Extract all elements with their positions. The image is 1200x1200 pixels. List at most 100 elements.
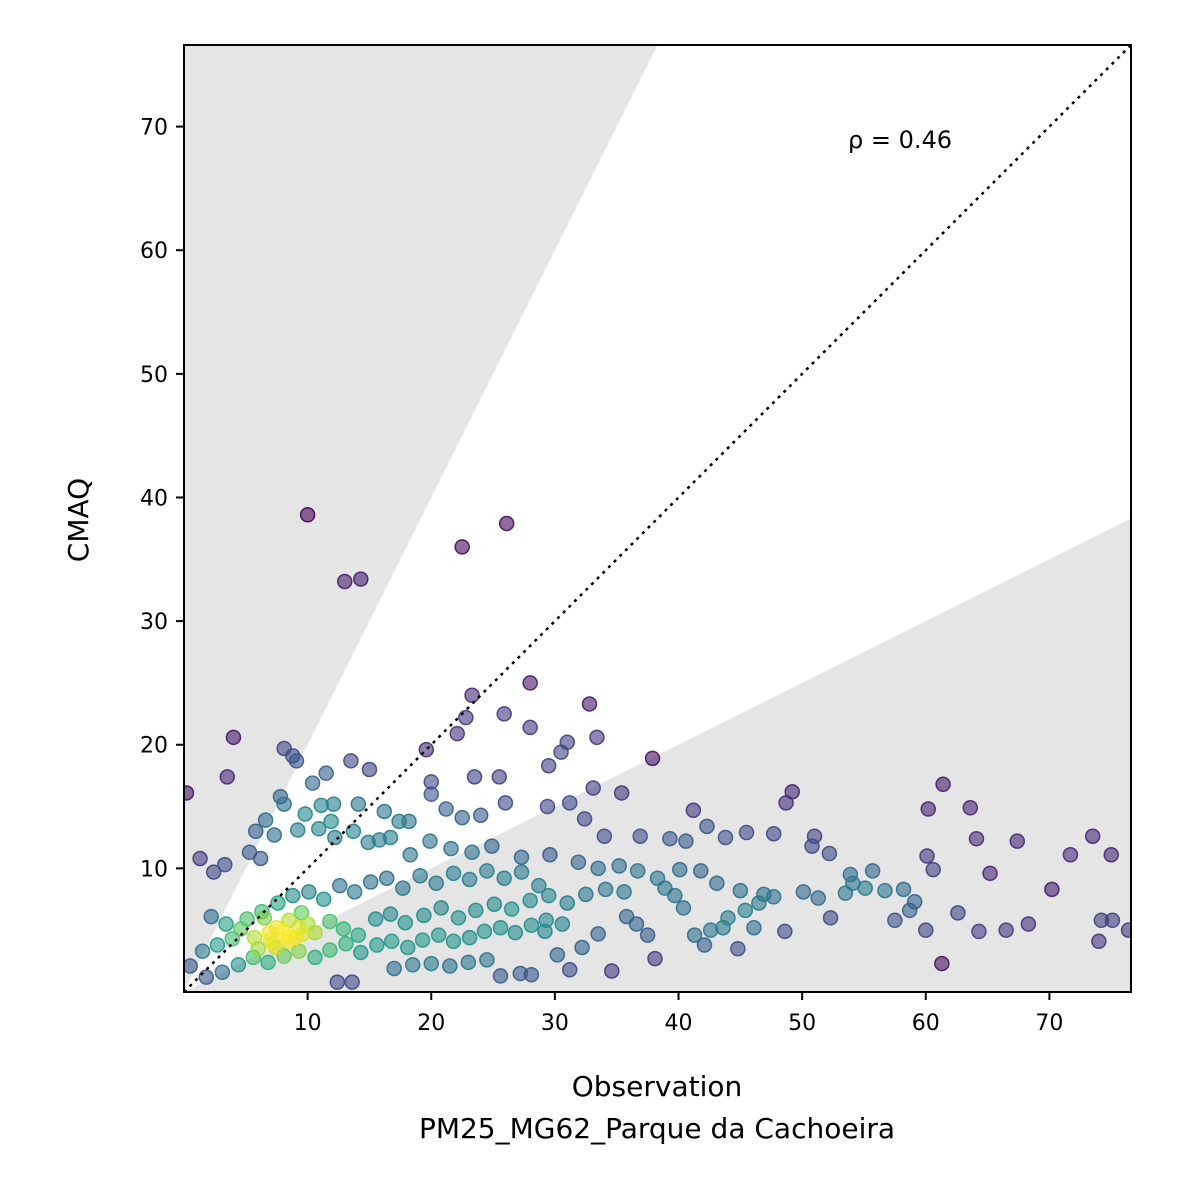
data-point bbox=[1103, 847, 1119, 863]
data-point bbox=[717, 829, 734, 846]
data-point bbox=[649, 870, 666, 887]
data-point bbox=[464, 687, 480, 704]
y-tick-label: 40 bbox=[140, 486, 168, 511]
data-point bbox=[218, 916, 234, 932]
data-point bbox=[778, 795, 794, 811]
data-point bbox=[962, 800, 979, 816]
data-point bbox=[531, 877, 547, 894]
data-point bbox=[503, 901, 520, 917]
data-point bbox=[479, 863, 495, 879]
data-point bbox=[422, 833, 438, 849]
data-point bbox=[513, 849, 530, 865]
data-point bbox=[261, 924, 278, 941]
data-point bbox=[596, 828, 613, 844]
data-point bbox=[299, 507, 316, 523]
data-point bbox=[276, 796, 292, 812]
data-point bbox=[382, 829, 399, 846]
data-point bbox=[219, 769, 236, 785]
data-point bbox=[335, 921, 352, 937]
data-point bbox=[214, 964, 231, 980]
data-point bbox=[486, 896, 503, 912]
data-point bbox=[702, 922, 719, 938]
data-point bbox=[513, 864, 530, 880]
data-point bbox=[553, 744, 569, 760]
data-point bbox=[275, 923, 291, 940]
data-point bbox=[822, 910, 839, 926]
data-point bbox=[198, 969, 215, 985]
data-point bbox=[414, 932, 431, 948]
y-tick-label: 70 bbox=[140, 116, 168, 141]
data-point bbox=[209, 937, 226, 953]
data-point bbox=[672, 861, 688, 878]
data-point bbox=[512, 965, 529, 982]
data-point bbox=[639, 927, 656, 943]
data-point bbox=[404, 957, 421, 973]
x-axis-title: Observation bbox=[572, 1070, 743, 1103]
data-point bbox=[561, 961, 578, 978]
data-point bbox=[327, 829, 343, 846]
data-point bbox=[428, 875, 444, 891]
data-point bbox=[522, 892, 538, 909]
data-point bbox=[685, 802, 702, 819]
data-point bbox=[887, 912, 903, 929]
data-point bbox=[738, 824, 755, 841]
data-point bbox=[450, 910, 467, 926]
data-point bbox=[720, 910, 736, 926]
data-point bbox=[458, 709, 474, 726]
data-point bbox=[906, 894, 923, 910]
y-tick-label: 50 bbox=[140, 363, 168, 388]
data-point bbox=[418, 741, 435, 758]
data-point bbox=[821, 845, 838, 862]
y-tick-label: 20 bbox=[140, 734, 168, 759]
data-point bbox=[395, 880, 411, 896]
data-point bbox=[1120, 922, 1131, 938]
data-point bbox=[498, 515, 515, 532]
data-point bbox=[376, 803, 393, 820]
data-point bbox=[257, 812, 274, 828]
data-point bbox=[344, 974, 360, 990]
data-point bbox=[454, 539, 470, 555]
data-point bbox=[461, 871, 478, 888]
data-point bbox=[442, 958, 458, 974]
data-point bbox=[350, 927, 367, 943]
data-point bbox=[998, 922, 1014, 938]
data-point bbox=[877, 882, 893, 899]
data-point bbox=[732, 882, 749, 899]
data-point bbox=[297, 806, 313, 822]
data-point bbox=[1093, 912, 1110, 929]
data-point bbox=[686, 927, 703, 943]
data-point bbox=[492, 919, 509, 936]
data-point bbox=[260, 954, 276, 971]
x-tick-label: 30 bbox=[541, 1011, 569, 1036]
data-point bbox=[301, 884, 317, 900]
data-point bbox=[423, 786, 440, 802]
data-point bbox=[559, 895, 576, 911]
data-point bbox=[184, 785, 195, 801]
data-point bbox=[581, 696, 598, 712]
data-point bbox=[192, 850, 208, 867]
data-point bbox=[246, 929, 263, 946]
data-point bbox=[454, 809, 470, 826]
y-tick-label: 10 bbox=[140, 857, 168, 882]
data-point bbox=[472, 807, 489, 823]
data-point bbox=[1091, 933, 1107, 950]
data-point bbox=[367, 911, 384, 927]
x-tick-label: 40 bbox=[665, 1011, 693, 1036]
data-point bbox=[412, 868, 428, 884]
data-point bbox=[194, 943, 211, 959]
data-point bbox=[629, 863, 646, 879]
data-point bbox=[383, 933, 400, 950]
data-point bbox=[184, 958, 198, 974]
data-point bbox=[468, 902, 484, 919]
data-point bbox=[391, 813, 407, 830]
data-point bbox=[241, 844, 258, 861]
data-point bbox=[616, 884, 632, 900]
data-point bbox=[611, 858, 627, 874]
data-point bbox=[554, 916, 571, 932]
data-point bbox=[416, 907, 432, 924]
data-point bbox=[570, 854, 587, 870]
x-tick-label: 50 bbox=[788, 1011, 816, 1036]
data-point bbox=[971, 923, 987, 940]
